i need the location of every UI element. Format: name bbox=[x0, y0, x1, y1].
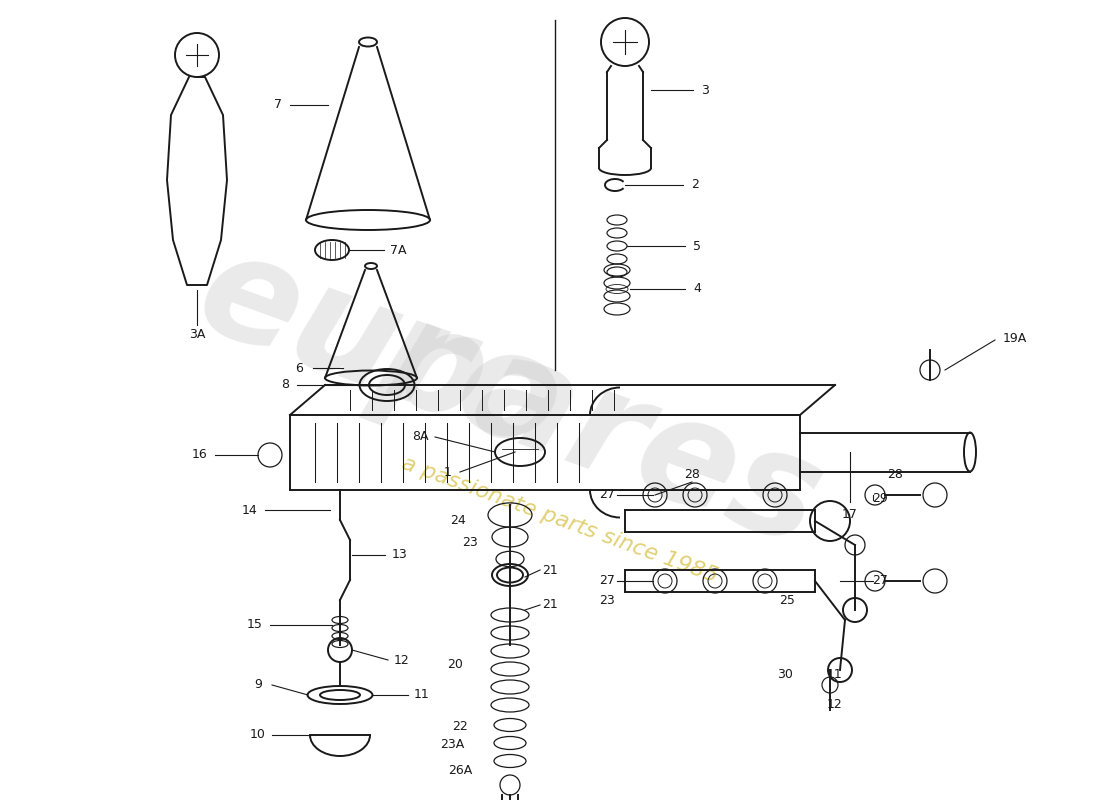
Text: 6: 6 bbox=[295, 362, 302, 374]
Text: 11: 11 bbox=[414, 689, 430, 702]
Text: 21: 21 bbox=[542, 598, 558, 611]
Text: a passionate parts since 1985: a passionate parts since 1985 bbox=[399, 454, 720, 586]
Text: 29: 29 bbox=[872, 491, 888, 505]
Text: 15: 15 bbox=[248, 618, 263, 631]
Text: 9: 9 bbox=[254, 678, 262, 691]
Text: 30: 30 bbox=[777, 669, 793, 682]
Text: 8: 8 bbox=[280, 378, 289, 391]
Text: 13: 13 bbox=[392, 549, 408, 562]
Text: 14: 14 bbox=[242, 503, 257, 517]
Text: 11: 11 bbox=[827, 669, 843, 682]
Text: 21: 21 bbox=[542, 563, 558, 577]
Text: 12: 12 bbox=[394, 654, 410, 666]
Text: 23: 23 bbox=[462, 537, 477, 550]
Text: 3A: 3A bbox=[189, 329, 206, 342]
Text: 27: 27 bbox=[600, 489, 615, 502]
Text: 2: 2 bbox=[691, 178, 698, 191]
Text: 17: 17 bbox=[843, 507, 858, 521]
Text: 27: 27 bbox=[872, 574, 888, 587]
Text: 23A: 23A bbox=[440, 738, 464, 751]
Text: 20: 20 bbox=[447, 658, 463, 671]
Text: euro: euro bbox=[179, 220, 581, 480]
Text: 7: 7 bbox=[274, 98, 282, 111]
Text: 28: 28 bbox=[684, 469, 700, 482]
Text: 19A: 19A bbox=[1003, 331, 1027, 345]
Text: 16: 16 bbox=[192, 449, 208, 462]
Text: 28: 28 bbox=[887, 469, 903, 482]
Text: 23: 23 bbox=[600, 594, 615, 606]
Text: 3: 3 bbox=[701, 83, 708, 97]
Text: 1: 1 bbox=[444, 466, 452, 478]
Text: pares: pares bbox=[360, 285, 840, 575]
Text: 26A: 26A bbox=[448, 763, 472, 777]
Text: 12: 12 bbox=[827, 698, 843, 711]
Text: 7A: 7A bbox=[389, 243, 406, 257]
Text: 25: 25 bbox=[779, 594, 795, 606]
Text: 8A: 8A bbox=[411, 430, 428, 443]
Text: 22: 22 bbox=[452, 721, 468, 734]
Text: 10: 10 bbox=[250, 729, 266, 742]
Text: 24: 24 bbox=[450, 514, 466, 526]
Text: 27: 27 bbox=[600, 574, 615, 587]
Text: 4: 4 bbox=[693, 282, 701, 295]
Text: 5: 5 bbox=[693, 239, 701, 253]
